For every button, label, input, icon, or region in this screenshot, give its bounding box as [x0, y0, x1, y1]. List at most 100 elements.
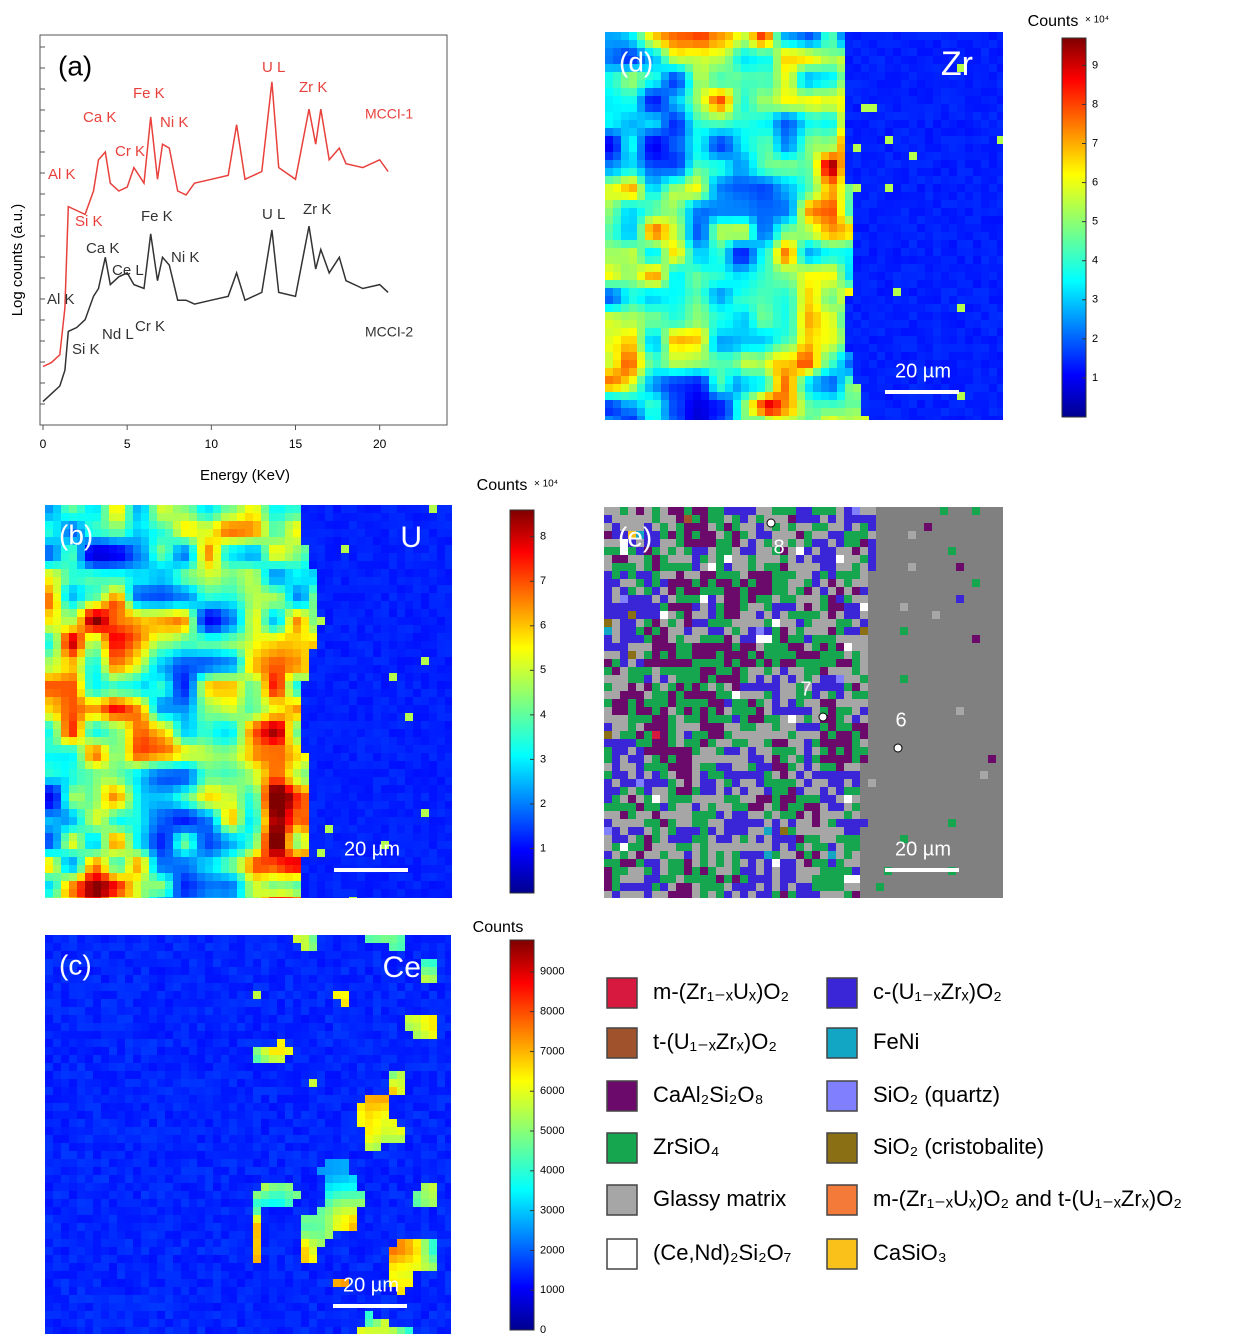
map-cell	[725, 240, 733, 248]
map-cell	[389, 641, 397, 649]
map-cell	[885, 176, 893, 184]
map-cell	[189, 825, 197, 833]
map-cell	[325, 665, 333, 673]
map-cell	[437, 745, 445, 753]
map-cell	[837, 296, 845, 304]
map-cell	[117, 769, 125, 777]
map-cell	[165, 865, 173, 873]
map-cell	[125, 513, 133, 521]
map-cell	[285, 553, 293, 561]
map-cell	[445, 777, 452, 785]
map-cell	[285, 577, 293, 585]
map-cell	[637, 152, 645, 160]
map-cell	[333, 585, 341, 593]
map-cell	[373, 521, 381, 529]
map-cell	[669, 256, 677, 264]
map-cell	[445, 809, 452, 817]
map-cell	[853, 160, 861, 168]
map-cell	[117, 545, 125, 553]
map-cell	[165, 513, 173, 521]
map-cell	[149, 673, 157, 681]
map-cell	[877, 80, 885, 88]
map-cell	[133, 545, 141, 553]
map-cell	[941, 408, 949, 416]
map-cell	[933, 96, 941, 104]
map-cell	[221, 601, 229, 609]
map-cell	[709, 392, 717, 400]
map-cell	[77, 609, 85, 617]
map-cell	[957, 88, 965, 96]
map-cell	[85, 569, 93, 577]
map-cell	[285, 769, 293, 777]
map-cell	[285, 713, 293, 721]
map-cell	[157, 609, 165, 617]
map-cell	[757, 144, 765, 152]
map-cell	[181, 769, 189, 777]
map-cell	[421, 617, 429, 625]
map-cell	[709, 136, 717, 144]
map-cell	[333, 825, 341, 833]
map-cell	[653, 96, 661, 104]
map-cell	[741, 408, 749, 416]
map-cell	[333, 561, 341, 569]
map-cell	[317, 649, 325, 657]
map-cell	[229, 841, 237, 849]
map-cell	[445, 585, 452, 593]
map-cell	[749, 344, 757, 352]
map-cell	[125, 697, 133, 705]
map-cell	[677, 160, 685, 168]
map-cell	[221, 681, 229, 689]
map-cell	[133, 705, 141, 713]
map-cell	[797, 328, 805, 336]
map-cell	[277, 857, 285, 865]
map-cell	[869, 88, 877, 96]
map-cell	[741, 328, 749, 336]
map-cell	[77, 809, 85, 817]
map-cell	[285, 889, 293, 897]
map-cell	[669, 352, 677, 360]
map-cell	[933, 160, 941, 168]
map-cell	[733, 320, 741, 328]
map-cell	[109, 545, 117, 553]
map-cell	[101, 553, 109, 561]
map-cell	[133, 873, 141, 881]
map-cell	[125, 801, 133, 809]
map-cell	[253, 809, 261, 817]
map-cell	[293, 817, 301, 825]
map-cell	[245, 577, 253, 585]
map-cell	[653, 88, 661, 96]
map-cell	[125, 545, 133, 553]
map-cell	[325, 577, 333, 585]
map-cell	[165, 729, 173, 737]
map-cell	[845, 72, 853, 80]
map-cell	[445, 617, 452, 625]
map-cell	[189, 625, 197, 633]
map-cell	[117, 505, 125, 513]
map-cell	[749, 368, 757, 376]
map-cell	[925, 328, 933, 336]
map-cell	[637, 408, 645, 416]
map-cell	[709, 248, 717, 256]
map-cell	[621, 240, 629, 248]
map-cell	[693, 32, 701, 40]
map-cell	[733, 328, 741, 336]
map-cell	[213, 689, 221, 697]
map-cell	[85, 729, 93, 737]
map-cell	[397, 649, 405, 657]
map-cell	[373, 577, 381, 585]
map-cell	[253, 833, 261, 841]
map-cell	[741, 400, 749, 408]
map-cell	[61, 809, 69, 817]
map-cell	[197, 505, 205, 513]
map-cell	[717, 408, 725, 416]
map-cell	[173, 777, 181, 785]
map-cell	[357, 561, 365, 569]
map-cell	[437, 585, 445, 593]
map-cell	[709, 72, 717, 80]
map-cell	[53, 553, 61, 561]
map-cell	[85, 689, 93, 697]
map-cell	[397, 873, 405, 881]
map-cell	[693, 80, 701, 88]
map-cell	[445, 513, 452, 521]
map-cell	[53, 705, 61, 713]
